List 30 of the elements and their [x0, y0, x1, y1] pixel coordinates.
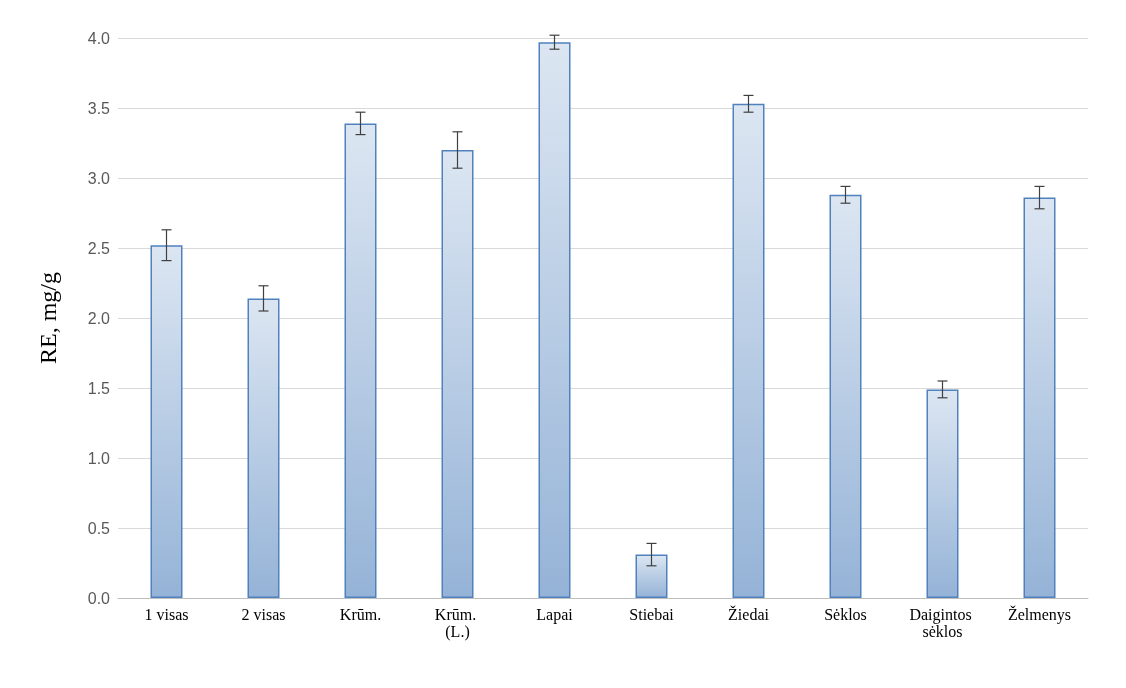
y-tick-label: 1.5 [87, 379, 111, 397]
bar [829, 194, 862, 598]
y-tick-label: 3.5 [87, 99, 111, 117]
x-tick-label: Daigintos sėklos [909, 606, 976, 640]
bar [732, 103, 765, 598]
y-tick-label: 2.0 [87, 309, 111, 327]
y-tick-label: 2.5 [87, 239, 111, 257]
bar [150, 245, 183, 598]
x-tick-label: Žiedai [728, 605, 770, 623]
y-tick-label: 4.0 [87, 29, 111, 47]
x-tick-label: Lapai [536, 606, 574, 624]
x-tick-label: Krūm. [339, 606, 382, 623]
x-tick-label: Želmenys [1007, 605, 1072, 624]
y-axis-title: RE, mg/g [35, 271, 61, 365]
bar [1023, 197, 1056, 598]
y-tick-label: 1.0 [87, 449, 111, 467]
x-tick-label: Stiebai [629, 606, 675, 623]
x-tick-label: 2 visas [241, 606, 286, 623]
x-tick-label: Sėklos [824, 606, 867, 623]
bar [247, 298, 280, 598]
x-tick-label: 1 visas [144, 606, 189, 623]
y-tick-label: 3.0 [87, 169, 111, 187]
x-tick-label: Krūm. (L.) [434, 606, 481, 641]
bar [538, 42, 571, 598]
bar [926, 389, 959, 598]
bar [441, 150, 474, 598]
y-tick-label: 0.0 [87, 589, 111, 607]
bar [344, 123, 377, 598]
bar [635, 554, 668, 598]
y-tick-label: 0.5 [87, 519, 111, 537]
